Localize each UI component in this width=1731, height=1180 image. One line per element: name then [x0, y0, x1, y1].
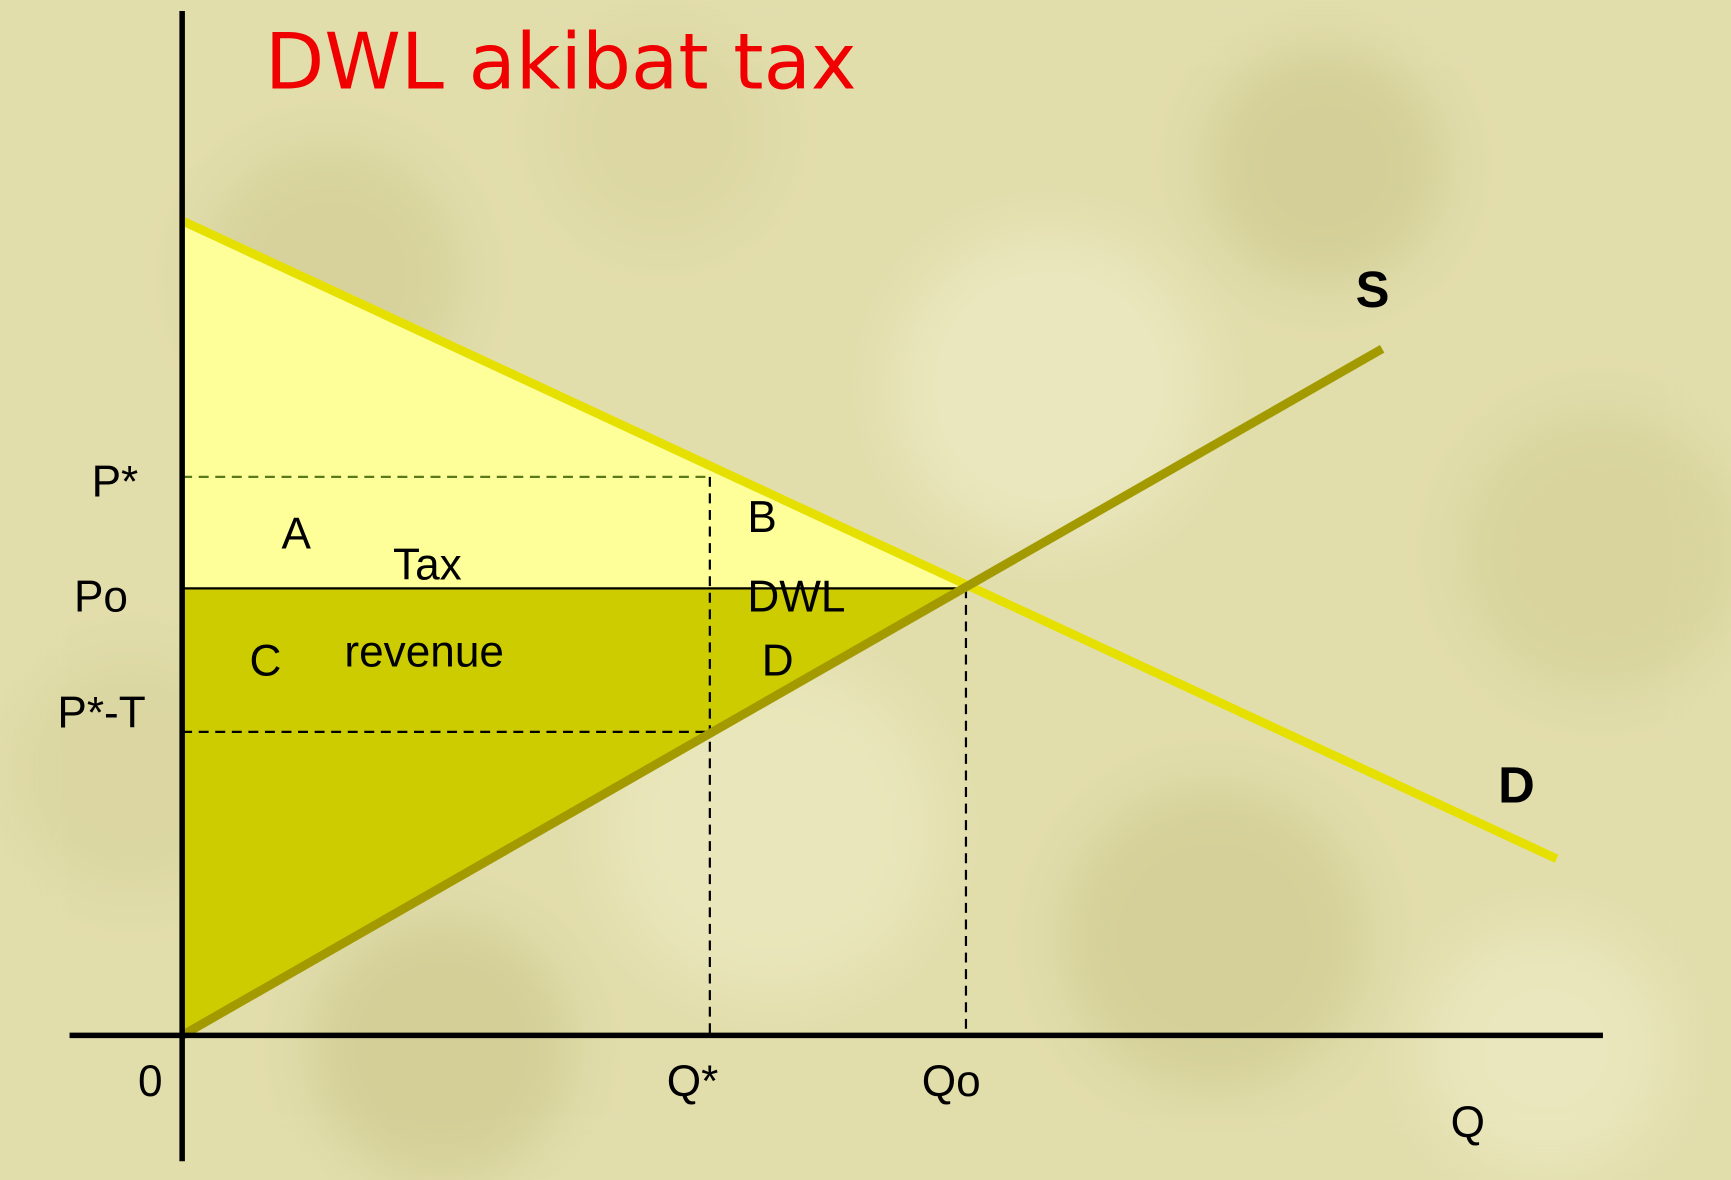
area-label: B	[747, 493, 776, 542]
title: DWL akibat tax	[265, 17, 857, 107]
price-label: Po	[74, 573, 128, 622]
curve-label: S	[1356, 261, 1390, 318]
page: DWL akibat tax P* Po P*-T 0 Q* Qo Q S D …	[0, 0, 1731, 1180]
diagram: DWL akibat tax P* Po P*-T 0 Q* Qo Q S D …	[0, 0, 1731, 1180]
quantity-label: Q*	[667, 1057, 719, 1106]
quantity-label: Qo	[922, 1057, 981, 1106]
quantity-label: 0	[138, 1057, 163, 1106]
area-label: C	[249, 637, 281, 686]
price-label: P*-T	[57, 688, 145, 737]
area-label: revenue	[344, 628, 504, 677]
area-label: D	[762, 637, 794, 686]
area-label: A	[282, 510, 312, 559]
area-label: Tax	[393, 541, 462, 590]
price-label: P*	[92, 458, 139, 507]
curve-label: D	[1498, 756, 1535, 813]
area-label: DWL	[747, 573, 845, 622]
axis-label: Q	[1451, 1098, 1485, 1147]
